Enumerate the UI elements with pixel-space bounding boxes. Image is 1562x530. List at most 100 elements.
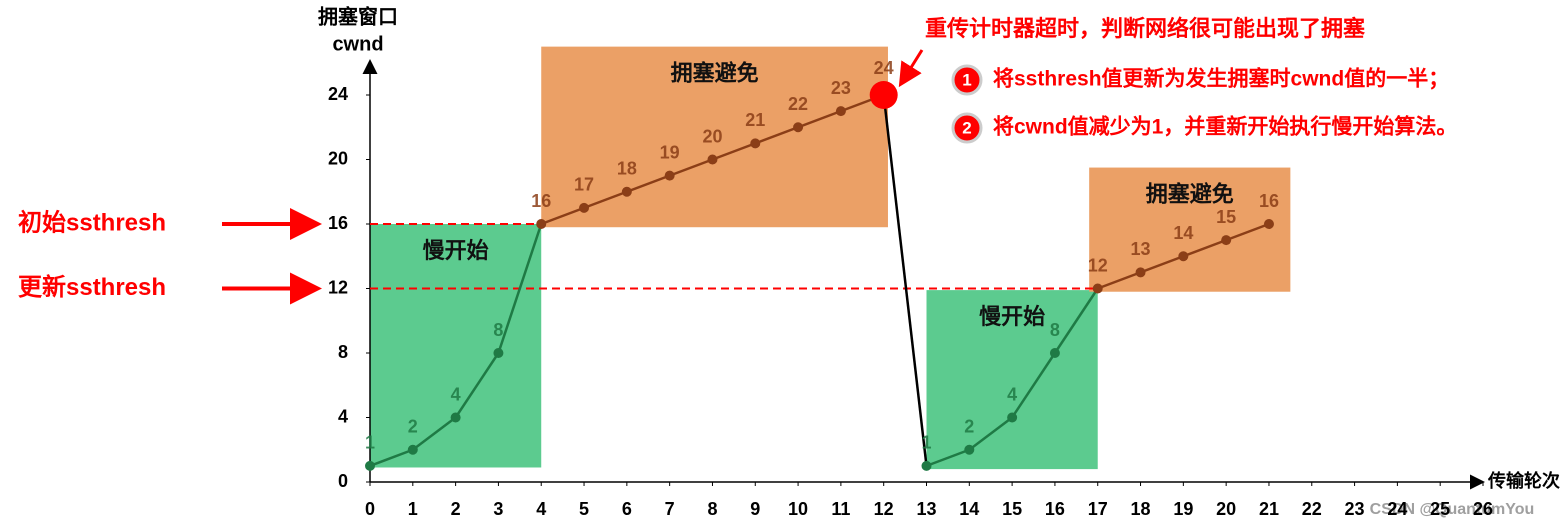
x-tick-label: 18 <box>1131 499 1151 519</box>
data-label: 22 <box>788 94 808 114</box>
data-point <box>407 444 418 455</box>
line-segment <box>583 190 628 210</box>
data-point <box>1007 412 1018 423</box>
line-segment <box>882 94 928 467</box>
x-tick-label: 1 <box>408 499 418 519</box>
x-tick-label: 6 <box>622 499 632 519</box>
x-tick-label: 0 <box>365 499 375 519</box>
line-segment <box>412 416 457 451</box>
data-point <box>707 154 718 165</box>
line-segment <box>1182 238 1227 258</box>
x-tick-label: 21 <box>1259 499 1279 519</box>
line-segment <box>369 448 414 468</box>
y-tick-label: 24 <box>328 84 348 104</box>
y-tick-label: 4 <box>338 406 348 426</box>
data-point <box>1092 283 1103 294</box>
item-text: 将ssthresh值更新为发生拥塞时cwnd值的一半； <box>993 67 1449 91</box>
data-point <box>1049 348 1060 358</box>
region-label: 拥塞避免 <box>671 60 759 85</box>
data-point <box>579 202 590 213</box>
data-point <box>493 348 504 358</box>
line-segment <box>669 158 713 177</box>
data-label: 2 <box>408 417 418 437</box>
line-segment <box>1140 255 1184 274</box>
line-segment <box>1053 287 1099 354</box>
item-text: 将cwnd值减少为1，并重新开始执行慢开始算法。 <box>993 115 1457 139</box>
data-label: 4 <box>1007 384 1017 404</box>
data-label: 21 <box>745 110 765 130</box>
data-label: 18 <box>617 159 637 179</box>
x-tick-label: 12 <box>874 499 894 519</box>
data-label: 1 <box>921 433 931 453</box>
data-label: 16 <box>531 191 551 211</box>
data-label: 1 <box>365 433 375 453</box>
x-tick-label: 4 <box>536 499 546 519</box>
line-segment <box>1097 271 1141 290</box>
x-tick-label: 20 <box>1216 499 1236 519</box>
y-tick-label: 16 <box>328 213 348 233</box>
data-label: 2 <box>964 417 974 437</box>
y-tick-label: 20 <box>328 148 348 168</box>
data-label: 19 <box>660 142 680 162</box>
data-point <box>750 138 761 149</box>
x-tick-label: 15 <box>1002 499 1022 519</box>
x-tick-label: 10 <box>788 499 808 519</box>
x-axis-label: 传输轮次 <box>1487 470 1560 491</box>
x-tick-label: 3 <box>493 499 503 519</box>
x-tick-label: 8 <box>707 499 717 519</box>
x-tick-label: 17 <box>1088 499 1108 519</box>
data-point <box>664 170 675 181</box>
x-tick-label: 7 <box>665 499 675 519</box>
annotation-arrow <box>898 49 924 88</box>
line-segment <box>712 142 756 161</box>
x-tick-label: 24 <box>1387 499 1407 519</box>
watermark: CSDN @QuantumYou <box>1370 501 1535 518</box>
data-label: 12 <box>1088 255 1108 275</box>
line-segment <box>1011 352 1056 419</box>
threshold-label: 更新ssthresh <box>18 273 166 301</box>
data-point <box>793 122 804 133</box>
data-label: 8 <box>493 320 503 340</box>
item-marker: 1 <box>962 70 971 89</box>
data-point <box>835 106 846 117</box>
y-tick-label: 12 <box>328 277 348 297</box>
threshold-label: 初始ssthresh <box>18 209 166 236</box>
x-tick-label: 25 <box>1430 499 1450 519</box>
item-marker: 2 <box>962 118 971 137</box>
y-tick-label: 0 <box>338 471 348 491</box>
data-label: 23 <box>831 78 851 98</box>
annotation-title: 重传计时器超时，判断网络很可能出现了拥塞 <box>925 16 1366 41</box>
x-tick-label: 2 <box>451 499 461 519</box>
data-label: 24 <box>874 58 894 78</box>
line-segment <box>797 109 842 129</box>
data-point <box>621 186 632 197</box>
x-tick-label: 11 <box>831 499 850 519</box>
data-label: 20 <box>702 126 722 146</box>
y-tick-label: 8 <box>338 342 348 362</box>
line-segment <box>454 352 500 419</box>
data-label: 16 <box>1259 191 1279 211</box>
region <box>541 46 888 228</box>
region-label: 慢开始 <box>423 238 489 263</box>
data-point <box>921 460 932 471</box>
line-segment <box>754 126 799 145</box>
y-axis-label: cwnd <box>332 33 383 55</box>
data-point <box>1263 219 1274 229</box>
item-marker-circle <box>951 64 983 96</box>
line-segment <box>968 416 1013 451</box>
data-point <box>1221 235 1232 246</box>
data-label: 4 <box>451 384 461 404</box>
x-tick-label: 19 <box>1173 499 1193 519</box>
x-tick-label: 14 <box>959 499 979 519</box>
data-label: 13 <box>1131 239 1151 259</box>
y-axis-label: 拥塞窗口 <box>318 4 398 28</box>
data-label: 14 <box>1173 223 1193 243</box>
x-tick-label: 9 <box>750 499 760 519</box>
x-tick-label: 22 <box>1302 499 1322 519</box>
data-point <box>450 412 461 423</box>
data-point <box>1135 267 1146 278</box>
line-segment <box>1225 222 1270 242</box>
region-label: 慢开始 <box>979 304 1045 329</box>
